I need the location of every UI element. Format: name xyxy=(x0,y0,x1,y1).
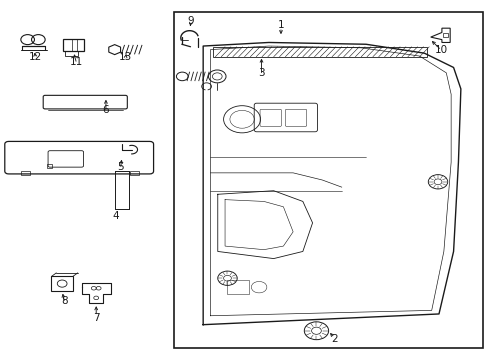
Polygon shape xyxy=(430,28,449,42)
Bar xyxy=(130,171,139,175)
Text: 8: 8 xyxy=(61,296,68,306)
Text: 12: 12 xyxy=(29,52,42,62)
Bar xyxy=(174,12,482,348)
Bar xyxy=(442,33,447,37)
Text: 7: 7 xyxy=(93,312,100,323)
Text: 10: 10 xyxy=(434,45,447,55)
Bar xyxy=(212,47,426,57)
Bar xyxy=(62,39,84,51)
Bar xyxy=(64,51,78,56)
Text: 6: 6 xyxy=(102,105,109,115)
Text: 2: 2 xyxy=(330,334,337,344)
Bar xyxy=(227,280,249,294)
Text: 3: 3 xyxy=(258,68,264,78)
Text: 4: 4 xyxy=(112,211,119,221)
Bar xyxy=(21,171,30,175)
Text: 9: 9 xyxy=(187,16,194,26)
Text: 13: 13 xyxy=(119,52,132,62)
Text: 5: 5 xyxy=(117,162,123,172)
Bar xyxy=(46,164,52,168)
Text: 11: 11 xyxy=(70,57,83,67)
Text: 1: 1 xyxy=(277,19,284,30)
